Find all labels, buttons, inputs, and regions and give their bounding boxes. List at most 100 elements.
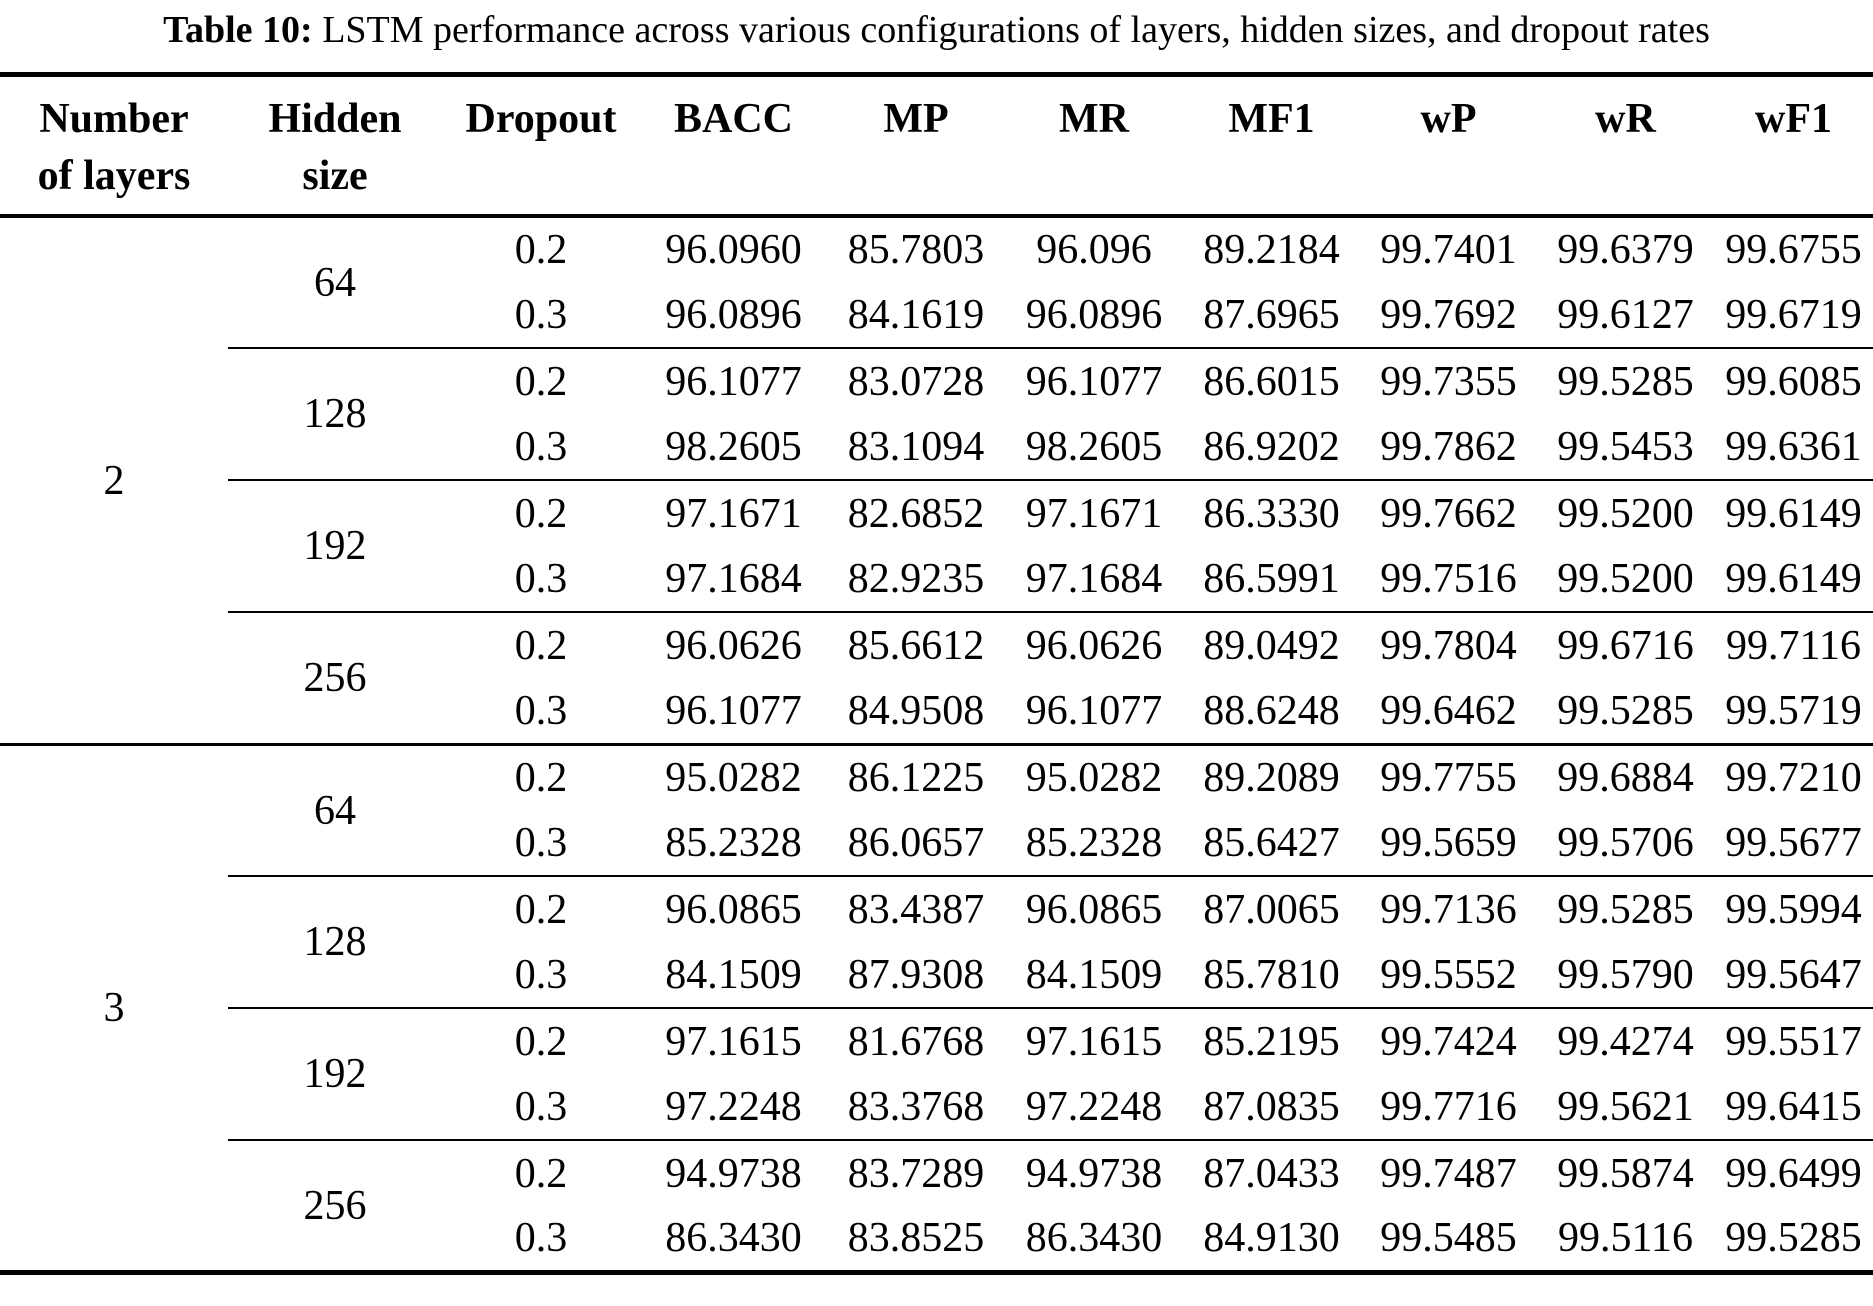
bacc-cell: 96.0865 bbox=[665, 886, 802, 933]
header-row: Number of layers Hidden size Dropout BAC… bbox=[0, 74, 1873, 219]
hidden-size-cell: 256 bbox=[228, 1140, 442, 1274]
bacc-cell: 96.0626 bbox=[665, 622, 802, 669]
mr-cell: 96.0626 bbox=[1025, 622, 1163, 669]
wf1-cell: 99.6149 bbox=[1714, 546, 1873, 614]
wf1-cell: 99.6361 bbox=[1714, 414, 1873, 482]
mr-cell: 96.0896 bbox=[1005, 282, 1183, 350]
bacc-cell: 84.1509 bbox=[640, 942, 827, 1010]
mr-cell: 96.1077 bbox=[1025, 358, 1163, 405]
mf1-cell: 86.3330 bbox=[1203, 490, 1340, 537]
mp-cell: 82.9235 bbox=[827, 546, 1005, 614]
wr-cell: 99.5285 bbox=[1557, 358, 1694, 405]
table-row: 0.3 85.2328 86.0657 85.2328 85.6427 99.5659 99… bbox=[0, 810, 1873, 878]
col-header-dropout: Dropout bbox=[442, 74, 640, 219]
bacc-cell: 86.3430 bbox=[640, 1206, 827, 1274]
dropout-cell: 0.2 bbox=[514, 358, 568, 405]
num-layers-cell: 3 bbox=[0, 744, 228, 1274]
wf1-cell: 99.7116 bbox=[1726, 622, 1861, 669]
wf1-cell: 99.6149 bbox=[1725, 490, 1862, 537]
wp-cell: 99.5485 bbox=[1360, 1206, 1537, 1274]
col-header-bacc: BACC bbox=[640, 74, 827, 219]
wr-cell: 99.5706 bbox=[1537, 810, 1714, 878]
wr-cell: 99.6379 bbox=[1557, 227, 1694, 274]
mp-cell: 83.4387 bbox=[847, 886, 985, 933]
wr-cell: 99.5874 bbox=[1557, 1150, 1694, 1197]
wr-cell: 99.6127 bbox=[1537, 282, 1714, 350]
mr-cell: 97.1684 bbox=[1005, 546, 1183, 614]
hidden-size-cell: 192 bbox=[228, 480, 442, 614]
wp-cell: 99.6462 bbox=[1360, 678, 1537, 746]
wr-cell: 99.5790 bbox=[1537, 942, 1714, 1010]
wp-cell: 99.5552 bbox=[1360, 942, 1537, 1010]
col-header-wr: wR bbox=[1537, 74, 1714, 219]
wr-cell: 99.6716 bbox=[1557, 622, 1694, 669]
bacc-cell: 97.1684 bbox=[640, 546, 827, 614]
mr-cell: 96.0865 bbox=[1025, 886, 1163, 933]
paper-page: Table 10: LSTM performance across variou… bbox=[0, 9, 1873, 1275]
table-row: 256 0.2 96.0626 85.6612 96.0626 89.0492 99.780… bbox=[0, 612, 1873, 746]
wf1-cell: 99.6719 bbox=[1714, 282, 1873, 350]
dropout-cell: 0.3 bbox=[442, 1206, 640, 1274]
bacc-cell: 97.1615 bbox=[665, 1018, 802, 1065]
mp-cell: 82.6852 bbox=[847, 490, 985, 537]
col-header-wf1: wF1 bbox=[1714, 74, 1873, 219]
mp-cell: 86.0657 bbox=[827, 810, 1005, 878]
table-row: 128 0.2 96.0865 83.4387 96.0865 87.0065 99.713… bbox=[0, 876, 1873, 1010]
mf1-cell: 87.0835 bbox=[1183, 1074, 1360, 1142]
wr-cell: 99.5200 bbox=[1557, 490, 1694, 537]
wf1-cell: 99.6415 bbox=[1714, 1074, 1873, 1142]
dropout-cell: 0.2 bbox=[514, 1018, 568, 1065]
wf1-cell: 99.6499 bbox=[1725, 1150, 1862, 1197]
num-layers-cell: 2 bbox=[0, 216, 228, 746]
col-header-hidden-size: Hidden size bbox=[228, 74, 442, 219]
mp-cell: 81.6768 bbox=[847, 1018, 985, 1065]
mf1-cell: 89.2089 bbox=[1203, 755, 1340, 802]
wp-cell: 99.7692 bbox=[1360, 282, 1537, 350]
wf1-cell: 99.5994 bbox=[1725, 886, 1862, 933]
wp-cell: 99.7755 bbox=[1380, 755, 1517, 802]
mf1-cell: 89.2184 bbox=[1203, 227, 1340, 274]
dropout-cell: 0.2 bbox=[514, 1150, 568, 1197]
mf1-cell: 86.6015 bbox=[1203, 358, 1340, 405]
mf1-cell: 87.0065 bbox=[1203, 886, 1340, 933]
wf1-cell: 99.5677 bbox=[1714, 810, 1873, 878]
dropout-cell: 0.3 bbox=[442, 282, 640, 350]
table-row: 128 0.2 96.1077 83.0728 96.1077 86.6015 99.735… bbox=[0, 348, 1873, 482]
mp-cell: 87.9308 bbox=[827, 942, 1005, 1010]
mf1-cell: 89.0492 bbox=[1203, 622, 1340, 669]
bacc-cell: 95.0282 bbox=[665, 755, 802, 802]
mf1-cell: 85.2195 bbox=[1203, 1018, 1340, 1065]
mr-cell: 86.3430 bbox=[1005, 1206, 1183, 1274]
dropout-cell: 0.2 bbox=[514, 755, 568, 802]
col-header-num-layers: Number of layers bbox=[0, 74, 228, 219]
hidden-size-cell: 64 bbox=[228, 216, 442, 350]
table-caption-text: LSTM performance across various configur… bbox=[322, 9, 1710, 51]
mr-cell: 96.096 bbox=[1036, 227, 1152, 274]
mf1-cell: 87.0433 bbox=[1203, 1150, 1340, 1197]
wp-cell: 99.7516 bbox=[1360, 546, 1537, 614]
mr-cell: 95.0282 bbox=[1025, 755, 1163, 802]
wf1-cell: 99.5647 bbox=[1714, 942, 1873, 1010]
mp-cell: 83.8525 bbox=[827, 1206, 1005, 1274]
mp-cell: 83.1094 bbox=[827, 414, 1005, 482]
wr-cell: 99.5453 bbox=[1537, 414, 1714, 482]
results-table: Number of layers Hidden size Dropout BAC… bbox=[0, 72, 1873, 1275]
wp-cell: 99.7662 bbox=[1380, 490, 1517, 537]
wp-cell: 99.7355 bbox=[1380, 358, 1517, 405]
mf1-cell: 85.6427 bbox=[1183, 810, 1360, 878]
dropout-cell: 0.3 bbox=[442, 414, 640, 482]
wf1-cell: 99.5517 bbox=[1725, 1018, 1862, 1065]
dropout-cell: 0.2 bbox=[514, 227, 568, 274]
wp-cell: 99.7862 bbox=[1360, 414, 1537, 482]
bacc-cell: 97.2248 bbox=[640, 1074, 827, 1142]
col-header-mf1: MF1 bbox=[1183, 74, 1360, 219]
dropout-cell: 0.3 bbox=[442, 810, 640, 878]
wf1-cell: 99.5719 bbox=[1714, 678, 1873, 746]
hidden-size-cell: 128 bbox=[228, 876, 442, 1010]
mp-cell: 83.3768 bbox=[827, 1074, 1005, 1142]
mf1-cell: 86.5991 bbox=[1183, 546, 1360, 614]
bacc-cell: 97.1671 bbox=[665, 490, 802, 537]
table-row: 256 0.2 94.9738 83.7289 94.9738 87.0433 99.748… bbox=[0, 1140, 1873, 1274]
hidden-size-cell: 256 bbox=[228, 612, 442, 746]
mp-cell: 83.7289 bbox=[847, 1150, 985, 1197]
